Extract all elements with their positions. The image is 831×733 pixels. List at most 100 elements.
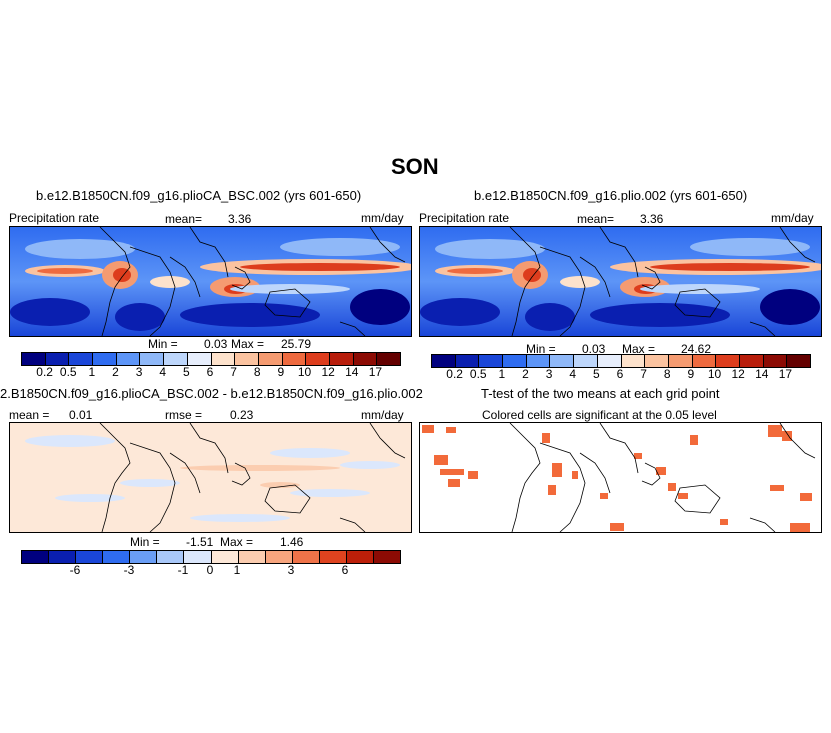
colorbar-swatch	[621, 355, 646, 367]
colorbar-tick-label: 4	[159, 365, 167, 379]
colorbar-swatch	[157, 551, 185, 563]
panel1-units: mm/day	[361, 211, 404, 225]
colorbar-swatch	[692, 355, 717, 367]
colorbar-tick-label: 14	[755, 367, 769, 381]
colorbar-tick-label: 4	[569, 367, 577, 381]
panel2-colorbar-ticks: 0.2 0.5 1 2 3 4 5 6 7 8 9 10 12 14 17	[431, 367, 809, 381]
colorbar-tick-label: 1	[88, 365, 96, 379]
colorbar-swatch	[479, 355, 504, 367]
colorbar-swatch	[238, 551, 266, 563]
colorbar-swatch	[597, 355, 622, 367]
colorbar-swatch	[306, 353, 330, 365]
colorbar-swatch	[455, 355, 480, 367]
colorbar-tick-label: 1	[233, 563, 241, 577]
panel3-min-label: Min =	[130, 535, 160, 549]
panel2-min-label: Min =	[526, 342, 556, 356]
colorbar-swatch	[377, 353, 400, 365]
panel3-max-value: 1.46	[280, 535, 304, 549]
panel3-rmse-label: rmse =	[165, 408, 203, 422]
colorbar-tick-label: 5	[593, 367, 600, 381]
colorbar-swatch	[329, 353, 354, 365]
panel1-variable-label: Precipitation rate	[9, 211, 100, 225]
colorbar-tick-label: 2	[112, 365, 119, 379]
panel1-min-label: Min =	[148, 337, 178, 351]
panel2-map	[419, 226, 822, 337]
colorbar-swatch	[787, 355, 810, 367]
colorbar-tick-label: 12	[321, 365, 335, 379]
panel1-title: b.e12.B1850CN.f09_g16.plioCA_BSC.002 (yr…	[36, 188, 362, 203]
colorbar-tick-label: 17	[368, 365, 383, 379]
colorbar-tick-label: 0.2	[446, 367, 463, 381]
colorbar-swatch	[184, 551, 212, 563]
panel4-title: T-test of the two means at each grid poi…	[481, 386, 720, 401]
panel2-min-value: 0.03	[582, 342, 606, 356]
panel3-max-label: Max =	[220, 535, 254, 549]
panel1-mean-label: mean=	[165, 212, 203, 226]
colorbar-swatch	[265, 551, 293, 563]
panel4-map	[419, 422, 822, 533]
colorbar-tick-label: 12	[731, 367, 745, 381]
colorbar-swatch	[526, 355, 551, 367]
panel1-max-label: Max =	[231, 337, 265, 351]
colorbar-tick-label: 0.5	[59, 365, 77, 379]
colorbar-swatch	[258, 353, 283, 365]
colorbar-swatch	[346, 551, 375, 563]
panel3-mean-value: 0.01	[69, 408, 93, 422]
colorbar-swatch	[432, 355, 456, 367]
figure-title: SON	[391, 154, 439, 179]
colorbar-swatch	[93, 353, 117, 365]
colorbar-swatch	[574, 355, 598, 367]
colorbar-tick-label: 2	[522, 367, 529, 381]
colorbar-tick-label: -1	[177, 563, 189, 577]
panel4-subtitle: Colored cells are significant at the 0.0…	[482, 408, 717, 422]
colorbar-swatch	[45, 353, 70, 365]
colorbar-swatch	[187, 353, 212, 365]
colorbar-tick-label: 17	[778, 367, 793, 381]
panel1-colorbar-ticks: 0.2 0.5 1 2 3 4 5 6 7 8 9 10 12 14 17	[21, 365, 399, 379]
colorbar-tick-label: 6	[341, 563, 349, 577]
colorbar-swatch	[235, 353, 259, 365]
colorbar-tick-label: 1	[498, 367, 506, 381]
panel3-colorbar-ticks: -6 -3 -1 0 1 3 6	[21, 563, 399, 577]
panel2-colorbar	[431, 354, 811, 368]
panel1-min-value: 0.03	[204, 337, 228, 351]
colorbar-swatch	[668, 355, 693, 367]
colorbar-tick-label: 14	[345, 365, 359, 379]
panel3-title: 2.B1850CN.f09_g16.plioCA_BSC.002 - b.e12…	[0, 386, 423, 401]
panel1-max-value: 25.79	[281, 337, 312, 351]
panel2-mean-label: mean=	[577, 212, 615, 226]
colorbar-swatch	[319, 551, 347, 563]
colorbar-tick-label: 9	[277, 365, 285, 379]
colorbar-swatch	[292, 551, 320, 563]
colorbar-tick-label: 3	[135, 365, 143, 379]
colorbar-tick-label: 6	[206, 365, 214, 379]
colorbar-swatch	[211, 551, 239, 563]
panel2-variable-label: Precipitation rate	[419, 211, 510, 225]
colorbar-tick-label: 0.5	[469, 367, 487, 381]
colorbar-tick-label: 3	[545, 367, 553, 381]
panel3-rmse-value: 0.23	[230, 408, 254, 422]
panel2-title: b.e12.B1850CN.f09_g16.plio.002 (yrs 601-…	[474, 188, 748, 203]
colorbar-swatch	[116, 353, 141, 365]
colorbar-swatch	[739, 355, 764, 367]
panel3-colorbar	[21, 550, 401, 564]
panel3-units: mm/day	[361, 408, 404, 422]
colorbar-swatch	[716, 355, 740, 367]
colorbar-tick-label: 10	[707, 367, 722, 381]
panel2-units: mm/day	[771, 211, 814, 225]
colorbar-swatch	[140, 353, 165, 365]
colorbar-swatch	[503, 355, 527, 367]
colorbar-swatch	[164, 353, 188, 365]
colorbar-swatch	[211, 353, 236, 365]
colorbar-tick-label: 6	[616, 367, 624, 381]
colorbar-swatch	[353, 353, 378, 365]
colorbar-swatch	[69, 353, 94, 365]
colorbar-swatch	[282, 353, 307, 365]
colorbar-tick-label: 0.2	[36, 365, 53, 379]
colorbar-tick-label: 7	[230, 365, 237, 379]
colorbar-tick-label: 9	[687, 367, 695, 381]
panel2-max-label: Max =	[622, 342, 656, 356]
colorbar-tick-label: 10	[297, 365, 312, 379]
colorbar-tick-label: -6	[69, 563, 81, 577]
panel2-max-value: 24.62	[681, 342, 712, 356]
